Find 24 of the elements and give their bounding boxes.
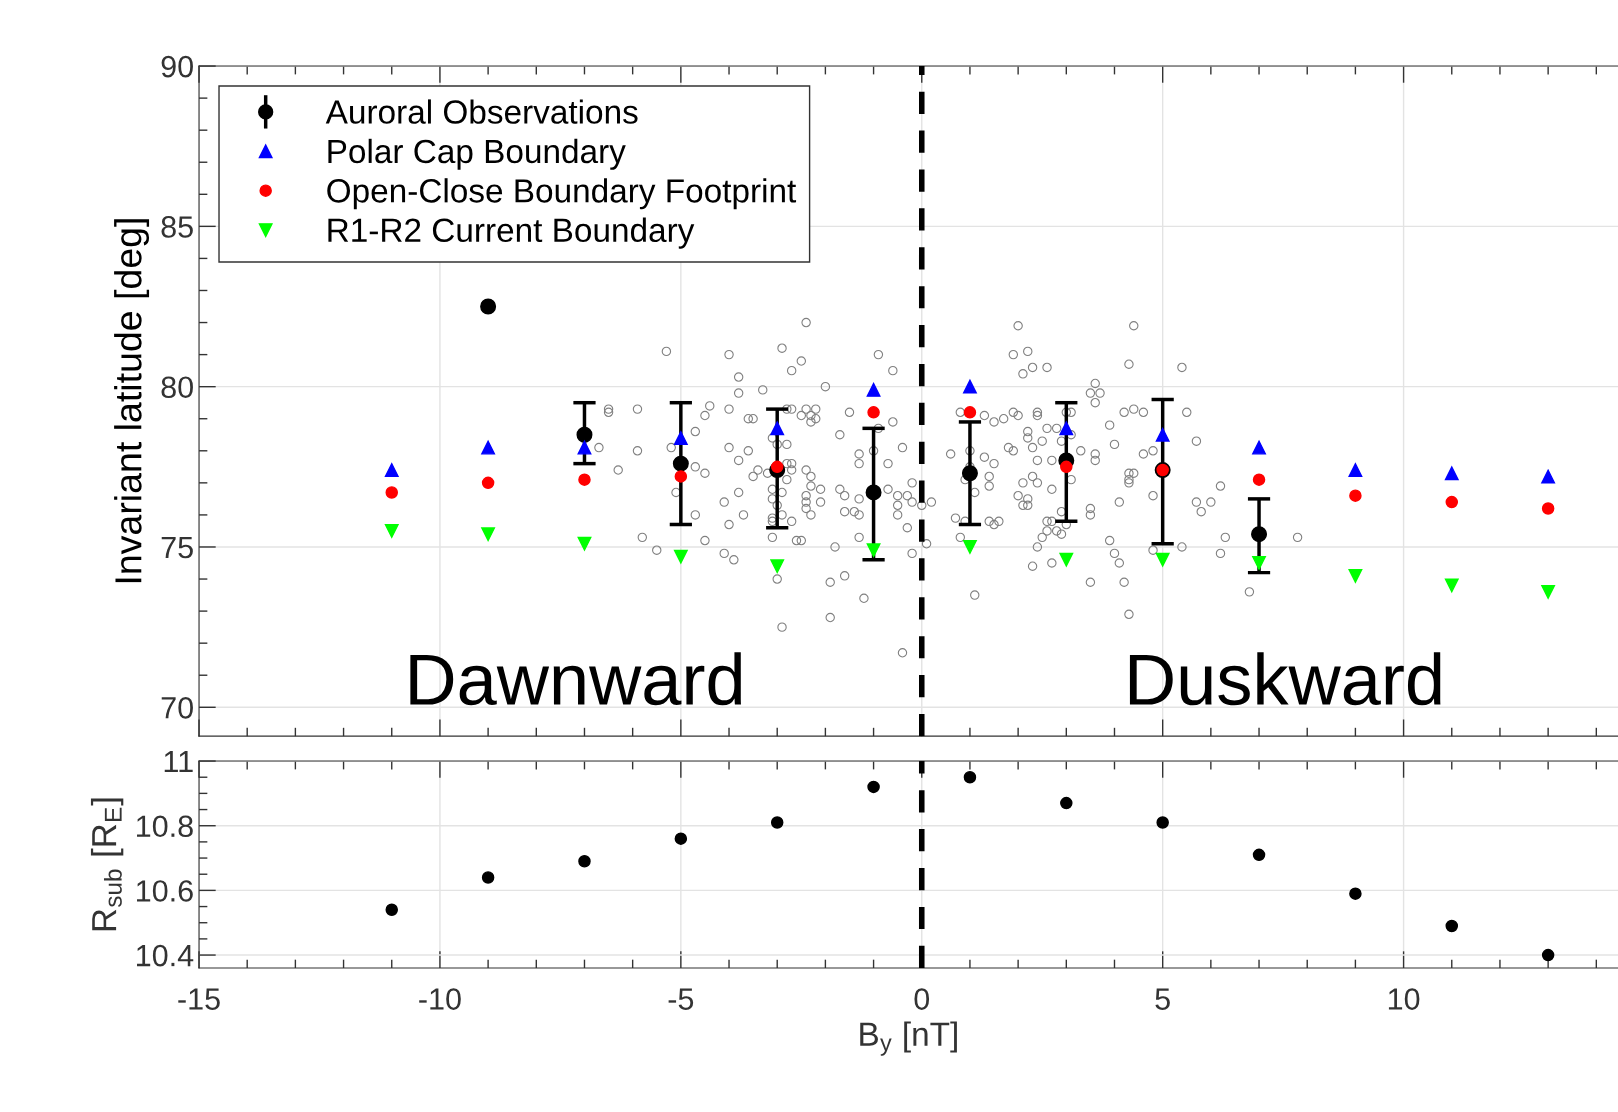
y-tick-label: 10.8 [137,815,193,838]
x-tick-label: -10 [419,988,461,1010]
x-tick-label: -5 [668,988,694,1010]
x-axis-title: B$_{y}$ [nT] [860,1021,957,1056]
y-tick-label: 85 [161,216,193,238]
y-tick-label: 10.4 [137,944,194,967]
y-tick-label: 10.6 [137,880,193,902]
x-tick-label: 10 [1388,988,1420,1010]
x-tick-label: 0 [914,988,930,1010]
y-axis-title: Invariant latitude [deg] [114,219,150,583]
legend-label: Auroral Observations [325,99,638,124]
y-axis-title: R$_{sub}$ [R$_{E}$] [90,798,124,931]
legend-label: Open-Close Boundary Footprint [327,178,797,210]
legend-label: R1-R2 Current Boundary [328,217,695,249]
y-tick-label: 90 [161,55,193,78]
y-tick-label: 70 [161,697,193,719]
annotation: Duskward [1129,652,1441,706]
legend-label: Polar Cap Boundary [328,138,626,170]
y-tick-label: 75 [161,537,193,559]
x-tick-label: 5 [1155,988,1170,1010]
x-tick-label: -15 [178,988,220,1010]
y-tick-label: 11 [164,751,193,773]
annotation: Dawnward [410,652,741,706]
y-tick-label: 80 [161,376,193,399]
